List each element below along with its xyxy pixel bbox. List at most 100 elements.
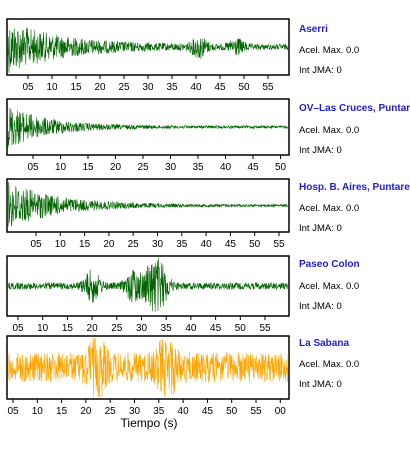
station-name-las-cruces: OV–Las Cruces, Puntar: [299, 103, 410, 114]
int-value: 0: [336, 301, 342, 312]
x-tick-label: 05: [27, 162, 39, 173]
x-tick-label: 45: [247, 162, 259, 173]
acel-value: 0.0: [346, 45, 360, 56]
x-tick-label: 40: [220, 162, 232, 173]
int-jma-paseo-colon: Int JMA: 0: [299, 301, 342, 312]
x-tick-label: 10: [55, 162, 67, 173]
int-label: Int JMA:: [299, 301, 334, 312]
x-tick-label: 55: [259, 323, 271, 334]
x-tick-label: 40: [201, 239, 213, 250]
x-tick-label: 55: [262, 82, 274, 93]
int-value: 0: [336, 145, 342, 156]
station-name-la-sabana: La Sabana: [299, 338, 350, 349]
x-tick-label: 50: [226, 406, 238, 417]
x-tick-label: 20: [110, 162, 122, 173]
int-jma-hosp-b-aires: Int JMA: 0: [299, 223, 342, 234]
int-jma-las-cruces: Int JMA: 0: [299, 145, 342, 156]
x-tick-label: 50: [249, 239, 261, 250]
acel-label: Acel. Max.: [299, 45, 344, 56]
int-value: 0: [336, 65, 342, 76]
x-tick-label: 35: [176, 239, 188, 250]
int-label: Int JMA:: [299, 145, 334, 156]
int-jma-aserri: Int JMA: 0: [299, 65, 342, 76]
station-name-paseo-colon: Paseo Colon: [299, 259, 360, 270]
x-tick-label: 25: [128, 239, 140, 250]
x-tick-label: 20: [80, 406, 92, 417]
x-tick-label: 55: [273, 239, 285, 250]
x-tick-label: 40: [190, 82, 202, 93]
station-name-hosp-b-aires: Hosp. B. Aires, Puntare: [299, 182, 410, 193]
waveform-trace: [7, 27, 289, 73]
acel-label: Acel. Max.: [299, 203, 344, 214]
x-tick-label: 05: [7, 406, 19, 417]
x-tick-label: 30: [165, 162, 177, 173]
x-tick-label: 05: [12, 323, 24, 334]
x-tick-label: 50: [235, 323, 247, 334]
x-tick-label: 25: [137, 162, 149, 173]
acel-max-paseo-colon: Acel. Max. 0.0: [299, 281, 359, 292]
x-tick-label: 05: [30, 239, 42, 250]
acel-label: Acel. Max.: [299, 281, 344, 292]
int-label: Int JMA:: [299, 379, 334, 390]
x-tick-label: 10: [55, 239, 67, 250]
acel-value: 0.0: [346, 359, 360, 370]
int-jma-la-sabana: Int JMA: 0: [299, 379, 342, 390]
acel-value: 0.0: [346, 281, 360, 292]
x-tick-label: 50: [238, 82, 250, 93]
seismogram-panel: 05 10 15 20 25 30 35 40 45 50 55: [6, 18, 290, 93]
x-tick-label: 15: [79, 239, 91, 250]
x-tick-label: 00: [275, 406, 287, 417]
x-tick-label: 30: [136, 323, 148, 334]
waveform-trace: [7, 107, 289, 148]
int-label: Int JMA:: [299, 223, 334, 234]
waveform-trace: [7, 337, 289, 398]
station-name-aserri: Aserri: [299, 24, 328, 35]
x-tick-label: 30: [142, 82, 154, 93]
acel-max-las-cruces: Acel. Max. 0.0: [299, 125, 359, 136]
x-tick-label: 20: [94, 82, 106, 93]
seismogram-panel: 05 10 15 20 25 30 35 40 45 50 55: [6, 255, 290, 334]
acel-max-aserri: Acel. Max. 0.0: [299, 45, 359, 56]
x-tick-label: 15: [70, 82, 82, 93]
seismogram-panel: 05 10 15 20 25 30 35 40 45 50: [6, 98, 290, 173]
x-tick-label: 45: [202, 406, 214, 417]
acel-max-hosp-b-aires: Acel. Max. 0.0: [299, 203, 359, 214]
x-tick-label: 40: [185, 323, 197, 334]
x-tick-label: 35: [166, 82, 178, 93]
waveform-trace: [7, 257, 289, 312]
x-tick-label: 25: [111, 323, 123, 334]
acel-label: Acel. Max.: [299, 359, 344, 370]
x-tick-label: 30: [129, 406, 141, 417]
x-tick-label: 15: [56, 406, 68, 417]
x-tick-label: 15: [82, 162, 94, 173]
x-tick-label: 10: [37, 323, 49, 334]
x-tick-label: 10: [46, 82, 58, 93]
x-tick-label: 25: [118, 82, 130, 93]
x-tick-label: 15: [62, 323, 74, 334]
x-tick-label: 05: [22, 82, 34, 93]
x-tick-label: 35: [161, 323, 173, 334]
x-tick-label: 45: [210, 323, 222, 334]
acel-max-la-sabana: Acel. Max. 0.0: [299, 359, 359, 370]
int-label: Int JMA:: [299, 65, 334, 76]
x-tick-label: 35: [192, 162, 204, 173]
acel-value: 0.0: [346, 203, 360, 214]
x-tick-label: 55: [250, 406, 262, 417]
x-tick-label: 40: [178, 406, 190, 417]
x-tick-label: 25: [105, 406, 117, 417]
int-value: 0: [336, 223, 342, 234]
acel-value: 0.0: [346, 125, 360, 136]
seismogram-panel: 05 10 15 20 25 30 35 40 45 50 55 00: [6, 335, 290, 417]
int-value: 0: [336, 379, 342, 390]
x-tick-label: 50: [275, 162, 287, 173]
x-tick-label: 30: [152, 239, 164, 250]
acel-label: Acel. Max.: [299, 125, 344, 136]
x-tick-label: 20: [87, 323, 99, 334]
x-tick-label: 45: [214, 82, 226, 93]
x-tick-label: 45: [225, 239, 237, 250]
x-tick-label: 35: [153, 406, 165, 417]
x-tick-label: 20: [103, 239, 115, 250]
seismogram-panel: 05 10 15 20 25 30 35 40 45 50 55: [6, 178, 290, 250]
waveform-trace: [7, 181, 289, 227]
